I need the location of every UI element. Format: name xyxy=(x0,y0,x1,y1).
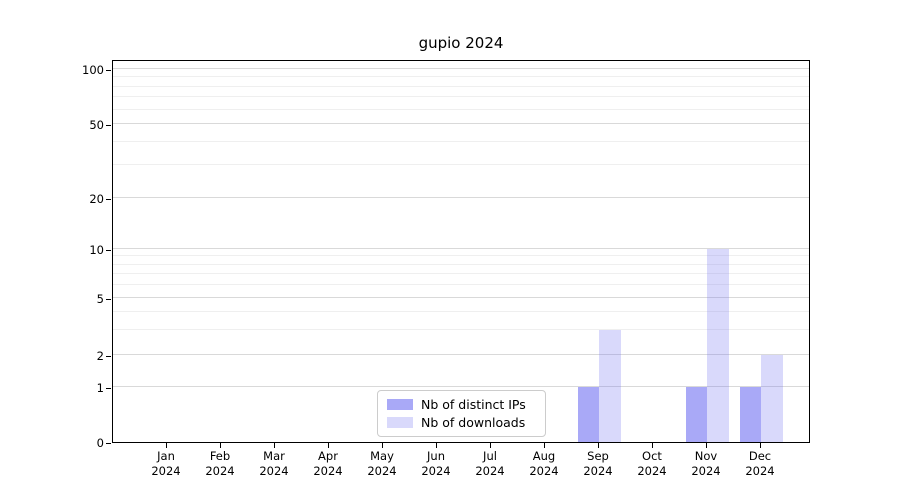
chart-title: gupio 2024 xyxy=(418,34,504,52)
gridline-major xyxy=(113,68,809,69)
x-tick-mark xyxy=(165,443,167,448)
legend-swatch-downloads xyxy=(387,417,413,428)
gridline-minor xyxy=(113,76,809,78)
bar-downloads xyxy=(599,329,621,442)
y-tick-label: 1 xyxy=(96,381,104,395)
gridline-minor xyxy=(113,255,809,257)
legend-swatch-distinct-ips xyxy=(387,399,413,410)
gridline-minor xyxy=(113,141,809,143)
bar-distinct-ips xyxy=(577,387,599,442)
x-tick-label: Nov 2024 xyxy=(691,449,721,478)
y-tick-label: 20 xyxy=(89,192,104,206)
gridline-minor xyxy=(113,108,809,110)
bar-downloads xyxy=(761,355,783,442)
y-tick-label: 5 xyxy=(96,292,104,306)
legend: Nb of distinct IPs Nb of downloads xyxy=(377,390,546,437)
y-tick-mark xyxy=(106,442,111,444)
y-tick-mark xyxy=(106,198,111,200)
gridline-minor xyxy=(113,328,809,330)
x-tick-mark xyxy=(327,443,329,448)
bar-downloads xyxy=(707,249,729,442)
bar-distinct-ips xyxy=(685,387,707,442)
x-tick-mark xyxy=(273,443,275,448)
x-tick-label: Jul 2024 xyxy=(475,449,505,478)
gridline-minor xyxy=(113,164,809,166)
gridline-minor xyxy=(113,85,809,87)
y-tick-label: 100 xyxy=(82,63,104,77)
x-tick-label: Mar 2024 xyxy=(259,449,289,478)
x-tick-label: May 2024 xyxy=(367,449,397,478)
gridline-major xyxy=(113,297,809,298)
gridline-major xyxy=(113,197,809,198)
x-tick-label: Feb 2024 xyxy=(205,449,235,478)
x-tick-label: Dec 2024 xyxy=(745,449,775,478)
legend-row: Nb of downloads xyxy=(387,415,536,430)
plot-area xyxy=(112,60,810,443)
y-tick-mark xyxy=(106,69,111,71)
y-tick-label: 2 xyxy=(96,349,104,363)
gridline-minor xyxy=(113,263,809,265)
x-tick-label: Aug 2024 xyxy=(529,449,559,478)
legend-label: Nb of downloads xyxy=(421,415,526,430)
gridline-minor xyxy=(113,284,809,286)
x-tick-mark xyxy=(543,443,545,448)
x-tick-label: Sep 2024 xyxy=(583,449,613,478)
gridline-major xyxy=(113,354,809,355)
gridline-minor xyxy=(113,96,809,98)
legend-label: Nb of distinct IPs xyxy=(421,397,526,412)
gridline-minor xyxy=(113,273,809,275)
y-tick-mark xyxy=(106,355,111,357)
y-tick-mark xyxy=(106,298,111,300)
y-tick-mark xyxy=(106,124,111,126)
x-tick-mark xyxy=(759,443,761,448)
x-tick-label: Jun 2024 xyxy=(421,449,451,478)
y-tick-mark xyxy=(106,249,111,251)
x-tick-mark xyxy=(435,443,437,448)
y-tick-label: 10 xyxy=(89,243,104,257)
legend-row: Nb of distinct IPs xyxy=(387,397,536,412)
bar-distinct-ips xyxy=(739,387,761,442)
x-tick-mark xyxy=(381,443,383,448)
x-tick-mark xyxy=(219,443,221,448)
gridline-minor xyxy=(113,310,809,312)
x-tick-mark xyxy=(597,443,599,448)
gridline-major xyxy=(113,123,809,124)
y-tick-label: 50 xyxy=(89,118,104,132)
x-tick-label: Jan 2024 xyxy=(151,449,181,478)
y-tick-label: 0 xyxy=(96,436,104,450)
gridline-major xyxy=(113,248,809,249)
x-tick-mark xyxy=(705,443,707,448)
x-tick-label: Apr 2024 xyxy=(313,449,343,478)
x-tick-mark xyxy=(489,443,491,448)
x-tick-label: Oct 2024 xyxy=(637,449,667,478)
y-tick-mark xyxy=(106,387,111,389)
x-tick-mark xyxy=(651,443,653,448)
gridline-major xyxy=(113,386,809,387)
